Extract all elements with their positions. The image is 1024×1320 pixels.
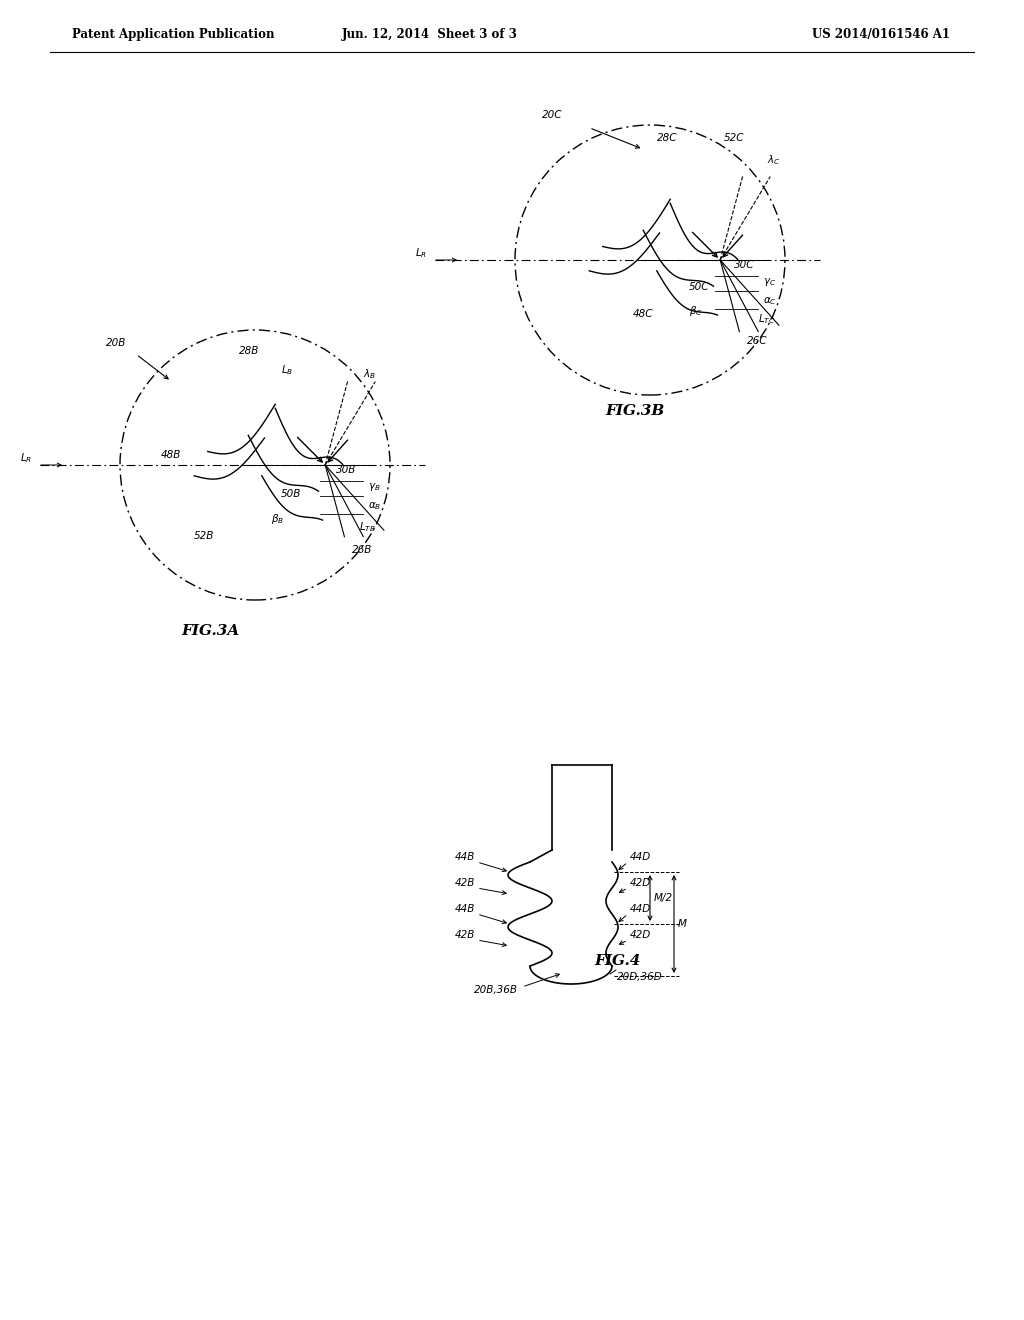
Text: 42D: 42D — [630, 931, 651, 940]
Text: FIG.3A: FIG.3A — [181, 624, 240, 638]
Text: 44B: 44B — [455, 851, 475, 862]
Text: 20C: 20C — [542, 111, 562, 120]
Text: 48C: 48C — [633, 309, 653, 318]
Text: 52B: 52B — [194, 531, 214, 541]
Text: $\alpha_C$: $\alpha_C$ — [764, 296, 777, 308]
Text: $L_B$: $L_B$ — [282, 363, 294, 378]
Text: FIG.3B: FIG.3B — [605, 404, 665, 418]
Text: 42B: 42B — [455, 878, 475, 888]
Text: 44D: 44D — [630, 851, 651, 862]
Text: $L_{TC}$: $L_{TC}$ — [758, 312, 775, 326]
Text: 30C: 30C — [734, 260, 755, 271]
Text: 44D: 44D — [630, 904, 651, 913]
Text: Jun. 12, 2014  Sheet 3 of 3: Jun. 12, 2014 Sheet 3 of 3 — [342, 28, 518, 41]
Text: $L_R$: $L_R$ — [415, 246, 427, 260]
Text: $\lambda_C$: $\lambda_C$ — [767, 153, 781, 166]
Text: 26B: 26B — [352, 545, 373, 554]
Text: 42D: 42D — [630, 878, 651, 888]
Text: 50C: 50C — [689, 281, 710, 292]
Text: $\lambda_B$: $\lambda_B$ — [362, 367, 376, 381]
Text: $\gamma_B$: $\gamma_B$ — [369, 482, 381, 494]
Text: M/2: M/2 — [654, 894, 673, 903]
Text: 48B: 48B — [161, 450, 181, 461]
Text: 50B: 50B — [281, 490, 301, 499]
Text: $\beta_C$: $\beta_C$ — [689, 304, 702, 318]
Text: $\alpha_B$: $\alpha_B$ — [369, 500, 382, 512]
Text: $\beta_B$: $\beta_B$ — [271, 512, 285, 525]
Text: 44B: 44B — [455, 904, 475, 913]
Text: US 2014/0161546 A1: US 2014/0161546 A1 — [812, 28, 950, 41]
Text: FIG.4: FIG.4 — [595, 954, 641, 968]
Text: 28B: 28B — [239, 346, 259, 356]
Text: 30B: 30B — [336, 465, 356, 475]
Text: 20B: 20B — [106, 338, 127, 348]
Text: 28C: 28C — [656, 133, 677, 143]
Text: $L_{TB}$: $L_{TB}$ — [359, 520, 376, 533]
Text: $L_R$: $L_R$ — [19, 451, 32, 465]
Text: 26C: 26C — [748, 335, 768, 346]
Text: M: M — [678, 919, 687, 929]
Text: $\gamma_C$: $\gamma_C$ — [764, 276, 776, 288]
Text: 52C: 52C — [724, 133, 744, 143]
Text: 20B,36B: 20B,36B — [474, 985, 518, 995]
Text: 20D,36D: 20D,36D — [617, 972, 663, 982]
Text: 42B: 42B — [455, 931, 475, 940]
Text: Patent Application Publication: Patent Application Publication — [72, 28, 274, 41]
